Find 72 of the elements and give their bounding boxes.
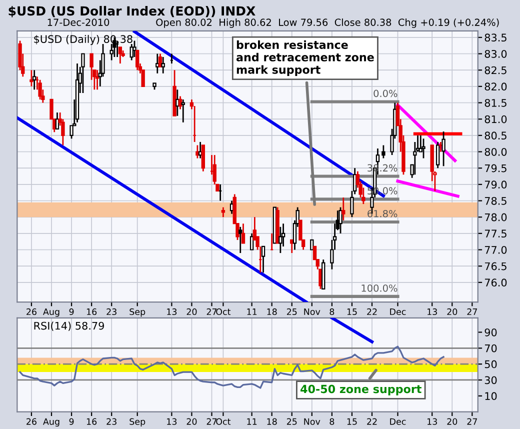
x-tick-label: 23 xyxy=(106,308,116,316)
y-tick-label: 80.0 xyxy=(484,148,507,156)
x-tick-label: 13 xyxy=(167,308,177,316)
x-tick-label: Dec xyxy=(390,418,406,425)
x-tick-label: 20 xyxy=(447,418,458,425)
x-tick-label: 22 xyxy=(367,308,377,315)
x-tick-label: 26 xyxy=(26,418,36,425)
annotation: 61.8% xyxy=(368,210,398,218)
chart-title: $USD (US Dollar Index (EOD)) INDX xyxy=(8,6,256,18)
x-tick-label: 8 xyxy=(330,308,334,316)
x-tick-label: 25 xyxy=(286,308,297,316)
x-tick-label: 13 xyxy=(427,308,437,316)
y-tick-label: 70 xyxy=(484,344,497,352)
y-tick-label: 77.0 xyxy=(484,246,507,254)
x-tick-label: Oct xyxy=(216,308,231,316)
y-tick-label: 80.5 xyxy=(484,132,506,140)
x-tick-label: 18 xyxy=(267,308,277,316)
y-tick-label: 78.0 xyxy=(484,213,507,222)
x-tick-label: Aug xyxy=(43,308,60,317)
chart-subtitle: 17-Dec-2010 xyxy=(48,18,110,26)
x-tick-label: 26 xyxy=(26,308,36,316)
x-tick-label: 13 xyxy=(167,418,177,425)
x-tick-label: 16 xyxy=(86,308,97,316)
annotation: 100.0% xyxy=(362,284,398,292)
x-tick-label: 20 xyxy=(447,308,458,316)
annotation: 0.0% xyxy=(374,90,398,98)
x-tick-label: 22 xyxy=(367,418,377,425)
x-tick-label: 20 xyxy=(186,308,197,316)
y-tick-label: 77.5 xyxy=(484,230,506,238)
annotation: 40-50 zone support xyxy=(300,384,422,396)
x-tick-label: 15 xyxy=(347,308,357,316)
x-tick-label: 23 xyxy=(106,418,116,425)
y-tick-label: 78.5 xyxy=(484,196,506,205)
x-tick-label: 18 xyxy=(267,418,277,425)
y-tick-label: 83.0 xyxy=(484,50,507,58)
y-tick-label: 76.0 xyxy=(484,278,507,287)
x-tick-label: 9 xyxy=(69,418,74,425)
text: Open 80.02 High 80.62 Low 79.56 Close 80.38 Chg +0.19 (+0.24%) xyxy=(156,18,499,28)
x-tick-label: 15 xyxy=(347,418,357,425)
y-tick-label: 82.0 xyxy=(484,82,507,91)
x-tick-label: Sep xyxy=(130,418,146,427)
x-tick-label: 11 xyxy=(247,418,257,425)
x-tick-label: Dec xyxy=(390,308,406,316)
y-tick-label: 82.5 xyxy=(484,66,506,74)
x-tick-label: 27 xyxy=(467,308,477,315)
x-tick-label: 27 xyxy=(206,308,217,315)
x-tick-label: 9 xyxy=(69,308,74,316)
x-tick-label: Oct xyxy=(216,418,231,425)
x-tick-label: 16 xyxy=(86,418,97,425)
y-tick-label: 76.5 xyxy=(484,262,506,270)
y-tick-label: 50 xyxy=(484,360,497,368)
y-tick-label: 81.5 xyxy=(484,98,506,107)
y-tick-label: 90 xyxy=(484,328,497,336)
y-tick-label: 83.5 xyxy=(484,34,506,42)
x-tick-label: Sep xyxy=(130,308,146,317)
x-tick-label: 8 xyxy=(330,418,334,425)
x-tick-label: 20 xyxy=(186,418,197,425)
x-tick-label: 25 xyxy=(286,418,297,425)
y-tick-label: 79.0 xyxy=(484,180,507,189)
x-tick-label: Nov xyxy=(304,418,320,425)
x-tick-label: 13 xyxy=(427,418,437,425)
x-tick-label: 27 xyxy=(467,418,477,425)
y-tick-label: 30 xyxy=(484,376,497,384)
y-tick-label: 81.0 xyxy=(484,115,507,124)
y-tick-label: 79.5 xyxy=(484,164,506,172)
x-tick-label: 27 xyxy=(206,418,217,425)
y-tick-label: 10 xyxy=(485,392,497,400)
x-tick-label: 11 xyxy=(247,308,257,315)
annotation: RSI(14) 58.79 xyxy=(34,322,104,331)
x-tick-label: Aug xyxy=(43,418,60,427)
x-tick-label: Nov xyxy=(304,308,320,316)
annotation: broken resistance and retracement zone mark support xyxy=(236,40,374,76)
